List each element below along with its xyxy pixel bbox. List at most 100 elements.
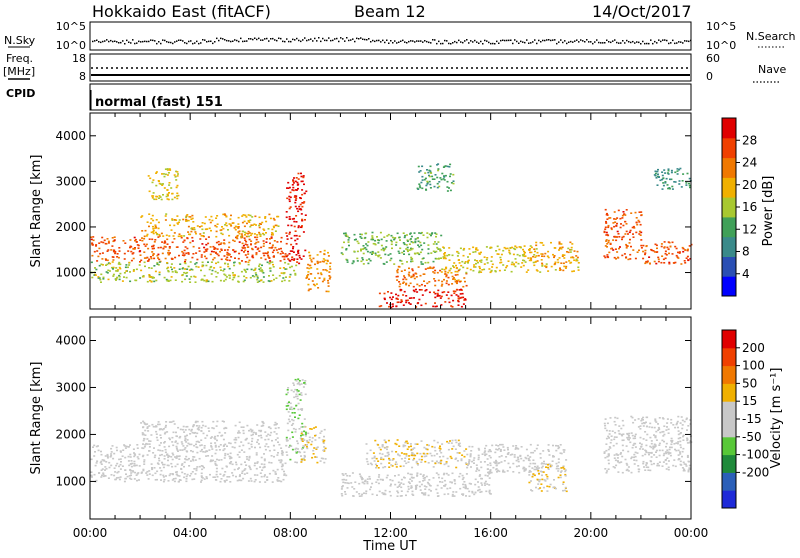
- power-cell: [421, 175, 424, 178]
- noise-point: [628, 41, 630, 43]
- power-cell: [604, 256, 607, 259]
- noise-point: [326, 39, 328, 42]
- power-cell: [105, 271, 108, 273]
- power-cell: [452, 182, 455, 185]
- noise-point: [562, 41, 564, 44]
- power-cell: [293, 225, 296, 228]
- velocity-cell: [110, 474, 113, 476]
- power-cell: [251, 232, 254, 235]
- power-cell: [213, 267, 216, 269]
- power-cell: [295, 197, 298, 200]
- power-cell: [194, 231, 197, 233]
- power-cell: [232, 239, 235, 242]
- velocity-cell: [234, 437, 237, 439]
- velocity-cell: [247, 442, 250, 445]
- power-cell: [185, 252, 188, 255]
- power-cell: [442, 256, 445, 258]
- power-cell: [662, 184, 665, 187]
- power-cell: [226, 259, 229, 261]
- velocity-cell: [419, 473, 422, 475]
- velocity-cell: [546, 475, 549, 478]
- velocity-cell: [276, 480, 279, 482]
- velocity-cell: [613, 466, 616, 469]
- power-cell: [297, 172, 300, 175]
- power-cell: [408, 243, 411, 245]
- power-cell: [490, 270, 493, 273]
- noise-point: [476, 41, 478, 43]
- power-cell: [640, 239, 643, 241]
- power-cell: [448, 301, 451, 304]
- velocity-cell: [200, 439, 203, 441]
- power-cell: [245, 271, 247, 273]
- power-cell: [276, 215, 279, 218]
- power-cell: [561, 254, 564, 256]
- noise-point: [308, 39, 310, 41]
- noise-point: [226, 39, 228, 42]
- power-cell: [620, 223, 622, 225]
- noise-point: [258, 37, 260, 40]
- velocity-cell: [361, 493, 364, 496]
- velocity-cell: [626, 464, 629, 466]
- power-ytick-label: 4000: [55, 129, 86, 143]
- velocity-cell: [400, 490, 403, 492]
- power-cell: [98, 242, 101, 244]
- noise-point: [236, 39, 238, 42]
- power-cell: [670, 171, 673, 174]
- velocity-cell: [674, 465, 677, 468]
- velocity-cell: [564, 486, 567, 489]
- velocity-cell: [365, 492, 368, 495]
- power-cell: [490, 256, 493, 258]
- power-cell: [154, 227, 157, 229]
- power-cell: [667, 241, 670, 243]
- velocity-cell: [267, 446, 270, 448]
- noise-point: [300, 40, 302, 43]
- power-cell: [570, 246, 573, 249]
- power-cell: [244, 234, 246, 236]
- velocity-cell: [384, 441, 387, 443]
- velocity-cell: [157, 449, 160, 451]
- power-cell: [295, 221, 298, 223]
- power-cell: [100, 281, 102, 283]
- noise-point: [448, 42, 450, 45]
- velocity-cell: [194, 473, 197, 475]
- noise-point: [218, 39, 220, 42]
- power-cell: [193, 227, 196, 229]
- power-colorbar-swatch: [722, 256, 736, 277]
- velocity-cell: [494, 462, 497, 465]
- velocity-cell: [658, 449, 661, 452]
- power-cell: [512, 253, 515, 256]
- velocity-cell: [632, 437, 635, 440]
- velocity-cell: [409, 473, 412, 476]
- velocity-cell: [281, 463, 284, 466]
- power-cell: [443, 175, 445, 177]
- power-cell: [452, 299, 455, 302]
- velocity-cell: [411, 466, 414, 469]
- power-cell: [278, 248, 281, 250]
- velocity-cell: [433, 439, 436, 442]
- power-cell: [205, 257, 208, 260]
- power-cell: [535, 244, 538, 247]
- velocity-cell: [214, 463, 217, 465]
- velocity-cell: [451, 472, 454, 475]
- velocity-cell: [188, 465, 191, 467]
- power-cell: [671, 241, 674, 244]
- velocity-cell: [525, 457, 528, 460]
- velocity-cell: [200, 481, 202, 483]
- velocity-cell: [149, 440, 152, 442]
- velocity-cell: [130, 478, 133, 480]
- velocity-cell: [413, 453, 415, 456]
- power-cell: [315, 283, 318, 285]
- power-scatter: [90, 163, 693, 309]
- power-cell: [359, 233, 362, 236]
- power-cell: [274, 230, 277, 232]
- power-cell: [156, 254, 159, 257]
- velocity-cell: [168, 421, 171, 423]
- power-cell: [317, 272, 320, 275]
- velocity-cell: [685, 417, 688, 420]
- velocity-cell: [204, 451, 207, 453]
- power-cell: [402, 281, 405, 283]
- velocity-cell: [495, 464, 498, 466]
- power-cell: [322, 269, 325, 271]
- velocity-cell: [95, 445, 98, 448]
- velocity-cell: [248, 429, 250, 432]
